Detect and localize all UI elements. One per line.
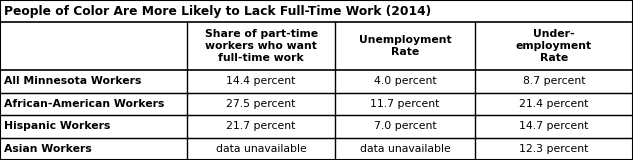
Text: 21.7 percent: 21.7 percent — [227, 121, 296, 131]
Text: Unemployment
Rate: Unemployment Rate — [359, 35, 451, 57]
Text: Under-
employment
Rate: Under- employment Rate — [516, 29, 592, 63]
Text: 4.0 percent: 4.0 percent — [374, 76, 436, 86]
Text: Hispanic Workers: Hispanic Workers — [4, 121, 110, 131]
Text: 27.5 percent: 27.5 percent — [227, 99, 296, 109]
Text: Share of part-time
workers who want
full-time work: Share of part-time workers who want full… — [204, 29, 318, 63]
Text: Asian Workers: Asian Workers — [4, 144, 92, 154]
Text: data unavailable: data unavailable — [216, 144, 306, 154]
Text: 11.7 percent: 11.7 percent — [370, 99, 440, 109]
Text: 8.7 percent: 8.7 percent — [523, 76, 585, 86]
Text: 7.0 percent: 7.0 percent — [374, 121, 436, 131]
Text: All Minnesota Workers: All Minnesota Workers — [4, 76, 141, 86]
Text: 14.7 percent: 14.7 percent — [519, 121, 589, 131]
Text: 21.4 percent: 21.4 percent — [519, 99, 589, 109]
Text: 12.3 percent: 12.3 percent — [519, 144, 589, 154]
Text: People of Color Are More Likely to Lack Full-Time Work (2014): People of Color Are More Likely to Lack … — [4, 4, 431, 17]
Text: African-American Workers: African-American Workers — [4, 99, 165, 109]
Text: data unavailable: data unavailable — [360, 144, 451, 154]
Text: 14.4 percent: 14.4 percent — [227, 76, 296, 86]
